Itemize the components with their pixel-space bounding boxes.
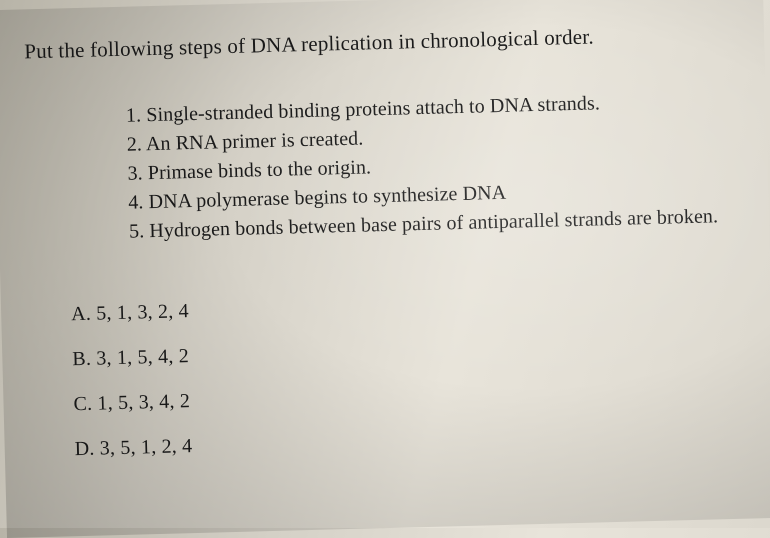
worksheet-page: Put the following steps of DNA replicati… bbox=[0, 0, 770, 505]
answer-a[interactable]: A. 5, 1, 3, 2, 4 bbox=[71, 286, 741, 327]
answer-b[interactable]: B. 3, 1, 5, 4, 2 bbox=[72, 331, 742, 372]
question-prompt: Put the following steps of DNA replicati… bbox=[24, 21, 734, 65]
steps-list: 1. Single-stranded binding proteins atta… bbox=[126, 86, 740, 247]
answer-d[interactable]: D. 3, 5, 1, 2, 4 bbox=[74, 421, 744, 462]
answer-choices: A. 5, 1, 3, 2, 4 B. 3, 1, 5, 4, 2 C. 1, … bbox=[71, 286, 745, 461]
answer-c[interactable]: C. 1, 5, 3, 4, 2 bbox=[73, 376, 743, 417]
